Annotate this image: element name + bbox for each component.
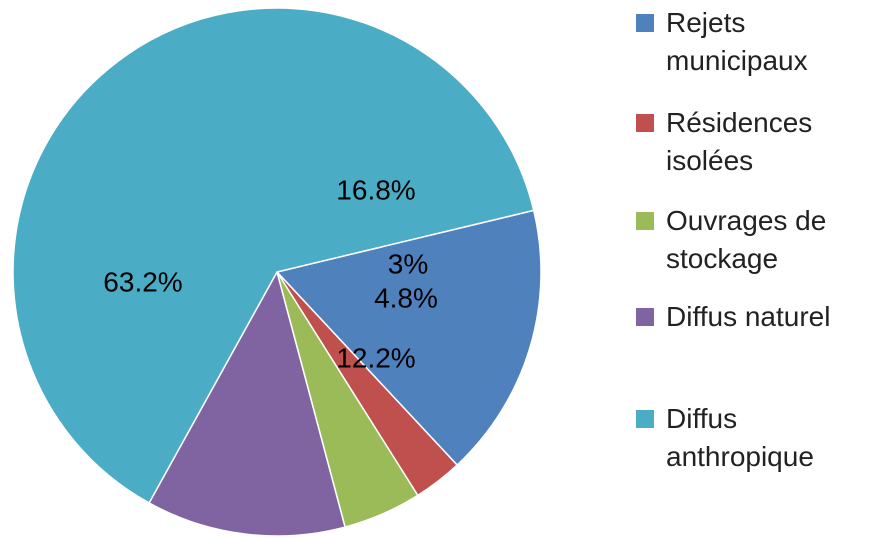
pie-slice-labels: 16.8% 3%4.8% 12.2% 63.2% [103, 174, 438, 373]
slice-label-ouvrages-de-stockage: 4.8% [374, 282, 438, 313]
legend-label-diffus-anthropique: Diffus anthropique [666, 403, 814, 472]
legend-swatch-residences-isolees [636, 114, 654, 132]
legend-label-ouvrages-de-stockage: Ouvrages de stockage [666, 205, 827, 274]
legend-label-residences-isolees: Résidences isolées [666, 107, 813, 176]
slice-label-diffus-anthropique: 63.2% [103, 266, 182, 297]
pie-slices [12, 7, 542, 537]
legend-swatch-diffus-anthropique [636, 410, 654, 428]
pie-slice-diffus-naturel [148, 270, 346, 537]
legend-swatch-rejets-municipaux [636, 14, 654, 32]
pie-slice-rejets-municipaux [275, 209, 542, 467]
legend-swatch-ouvrages-de-stockage [636, 212, 654, 230]
legend-label-diffus-naturel: Diffus naturel [666, 301, 831, 332]
legend-label-rejets-municipaux: Rejets municipaux [666, 7, 808, 76]
slice-label-residences-isolees: 3% [388, 248, 428, 279]
legend: Rejets municipaux Résidences isolées Ouv… [636, 0, 872, 538]
slice-label-diffus-naturel: 12.2% [336, 342, 415, 373]
slice-label-rejets-municipaux: 16.8% [336, 174, 415, 205]
legend-swatch-diffus-naturel [636, 308, 654, 326]
pie-slice-diffus-anthropique [12, 7, 535, 504]
